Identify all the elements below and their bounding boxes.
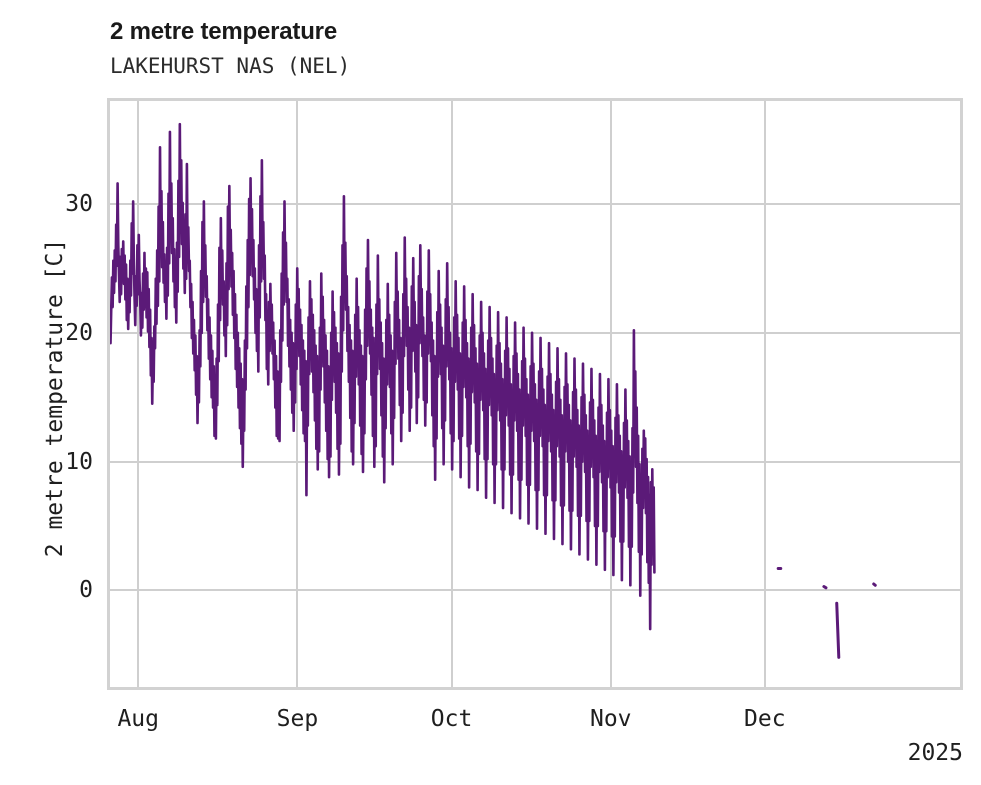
- gridline-horizontal: [110, 589, 960, 592]
- x-axis-tick-label: Nov: [589, 706, 632, 732]
- gridline-horizontal: [110, 203, 960, 206]
- gridline-horizontal: [110, 331, 960, 334]
- series-path: [835, 601, 841, 659]
- x-axis-year-label: 2025: [907, 740, 963, 766]
- y-axis-label: 2 metre temperature [C]: [42, 238, 68, 558]
- x-axis-tick-label: Aug: [117, 706, 160, 732]
- x-axis-tick-label: Dec: [744, 706, 786, 732]
- series-path: [872, 582, 877, 587]
- gridline-vertical: [763, 101, 766, 687]
- plot-area: [107, 98, 963, 690]
- gridline-vertical: [609, 101, 612, 687]
- page-title: 2 metre temperature: [110, 18, 337, 45]
- y-axis-tick-label: 20: [65, 319, 93, 346]
- gridline-vertical: [296, 101, 299, 687]
- y-axis-tick-label: 30: [65, 191, 93, 218]
- series-path: [822, 585, 828, 590]
- y-axis-tick-label: 0: [79, 577, 93, 604]
- gridline-vertical: [137, 101, 140, 687]
- y-axis-tick-label: 10: [65, 448, 93, 475]
- x-axis-tick-label: Sep: [276, 706, 319, 732]
- temperature-series: [110, 122, 877, 659]
- x-axis-tick-label: Oct: [430, 706, 473, 732]
- series-path: [110, 122, 656, 631]
- page-subtitle: LAKEHURST NAS (NEL): [110, 54, 351, 78]
